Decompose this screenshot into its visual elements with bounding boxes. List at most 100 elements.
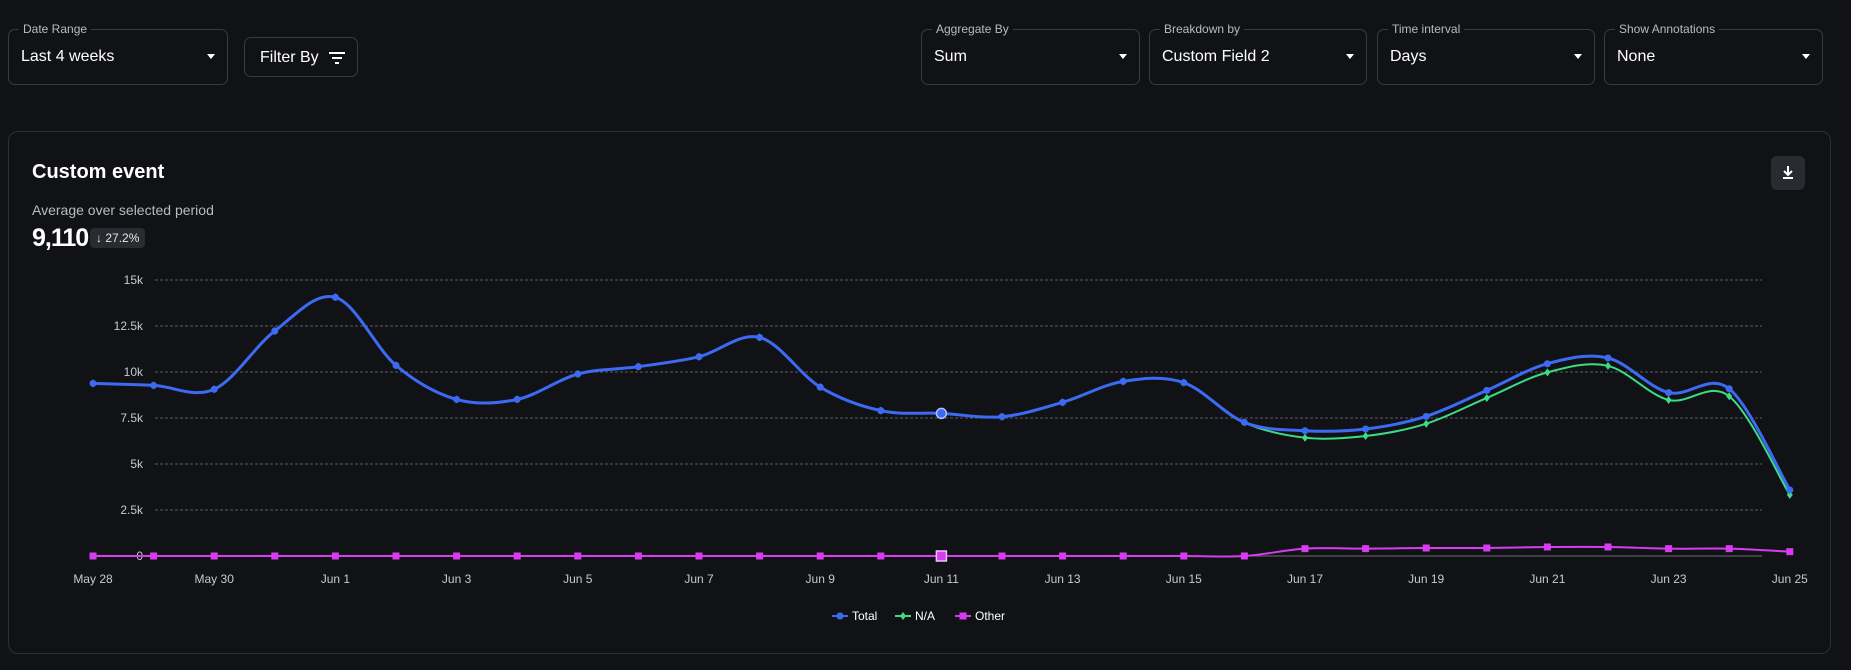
x-tick-label: Jun 19: [1408, 572, 1444, 586]
data-point[interactable]: [816, 552, 824, 560]
data-point[interactable]: [271, 552, 279, 560]
data-point[interactable]: [1059, 552, 1067, 560]
data-point[interactable]: [1362, 432, 1369, 441]
data-point[interactable]: [453, 552, 461, 560]
data-point[interactable]: [1543, 360, 1551, 368]
y-tick-label: 2.5k: [120, 503, 144, 517]
data-point[interactable]: [574, 370, 582, 378]
data-point[interactable]: [756, 333, 764, 341]
data-point[interactable]: [392, 552, 400, 560]
legend-marker: [900, 612, 906, 620]
data-point[interactable]: [1483, 386, 1491, 394]
breakdown-by-select[interactable]: Breakdown by Custom Field 2: [1149, 22, 1367, 85]
legend-item-total[interactable]: Total: [832, 609, 877, 623]
x-tick-label: Jun 1: [321, 572, 351, 586]
data-point[interactable]: [210, 385, 218, 393]
data-point[interactable]: [150, 552, 158, 560]
x-tick-label: May 30: [195, 572, 235, 586]
data-point[interactable]: [1423, 419, 1430, 428]
data-point[interactable]: [1180, 379, 1188, 387]
data-point[interactable]: [877, 407, 885, 415]
data-point[interactable]: [1665, 545, 1673, 553]
data-point[interactable]: [1180, 552, 1188, 560]
data-point[interactable]: [1543, 543, 1551, 551]
data-point[interactable]: [756, 552, 764, 560]
data-point[interactable]: [1786, 486, 1794, 494]
data-point[interactable]: [1422, 544, 1430, 552]
data-point[interactable]: [634, 363, 642, 371]
legend-label: N/A: [915, 609, 935, 623]
data-point[interactable]: [210, 552, 218, 560]
data-point[interactable]: [1483, 393, 1490, 402]
date-range-select[interactable]: Date Range Last 4 weeks: [8, 22, 228, 85]
data-point[interactable]: [513, 395, 521, 403]
show-annotations-label: Show Annotations: [1615, 22, 1720, 36]
data-point[interactable]: [574, 552, 582, 560]
data-point[interactable]: [1665, 395, 1672, 404]
x-tick-label: Jun 9: [806, 572, 836, 586]
data-point[interactable]: [935, 550, 948, 562]
data-point[interactable]: [89, 552, 97, 560]
chevron-down-icon: [1346, 54, 1354, 59]
data-point[interactable]: [271, 327, 279, 335]
data-point[interactable]: [331, 293, 339, 301]
data-point[interactable]: [695, 353, 703, 361]
aggregate-by-value: Sum: [934, 48, 967, 65]
data-point[interactable]: [150, 381, 158, 389]
data-point[interactable]: [1604, 354, 1612, 362]
filter-by-button[interactable]: Filter By: [244, 37, 358, 77]
average-value: 9,110: [32, 224, 89, 252]
data-point[interactable]: [877, 552, 885, 560]
time-interval-value: Days: [1390, 48, 1427, 65]
filter-by-label: Filter By: [260, 49, 319, 66]
data-point[interactable]: [1240, 418, 1248, 426]
data-point[interactable]: [634, 552, 642, 560]
download-button[interactable]: [1771, 156, 1805, 190]
data-point[interactable]: [89, 379, 97, 387]
data-point[interactable]: [392, 361, 400, 369]
data-point[interactable]: [1119, 377, 1127, 385]
legend-item-na[interactable]: N/A: [895, 609, 935, 623]
data-point[interactable]: [1059, 398, 1067, 406]
data-point[interactable]: [1362, 425, 1370, 433]
data-point[interactable]: [1604, 543, 1612, 551]
x-tick-label: Jun 13: [1045, 572, 1081, 586]
data-point[interactable]: [935, 407, 948, 420]
data-point[interactable]: [1665, 389, 1673, 397]
data-point[interactable]: [695, 552, 703, 560]
series-line-total: [92, 294, 1792, 491]
date-range-label: Date Range: [19, 22, 92, 36]
data-point[interactable]: [1362, 545, 1370, 553]
data-point[interactable]: [1119, 552, 1127, 560]
data-point[interactable]: [998, 552, 1006, 560]
data-point[interactable]: [1544, 368, 1551, 377]
x-tick-label: Jun 11: [924, 572, 959, 586]
legend-item-other[interactable]: Other: [955, 609, 1005, 623]
date-range-value: Last 4 weeks: [21, 48, 115, 65]
y-tick-label: 15k: [124, 273, 144, 287]
data-point[interactable]: [331, 552, 339, 560]
data-point[interactable]: [1725, 545, 1733, 553]
data-point[interactable]: [1483, 544, 1491, 552]
data-point[interactable]: [1422, 412, 1430, 420]
data-point[interactable]: [1240, 552, 1248, 560]
data-point[interactable]: [998, 413, 1006, 421]
show-annotations-select[interactable]: Show Annotations None: [1604, 22, 1823, 85]
data-point[interactable]: [513, 552, 521, 560]
aggregate-by-select[interactable]: Aggregate By Sum: [921, 22, 1140, 85]
data-point[interactable]: [816, 383, 824, 391]
data-point[interactable]: [1725, 385, 1733, 393]
data-point[interactable]: [1726, 392, 1733, 401]
data-point[interactable]: [1302, 433, 1308, 442]
data-point[interactable]: [453, 395, 461, 403]
time-interval-label: Time interval: [1388, 22, 1465, 36]
y-tick-label: 10k: [124, 365, 144, 379]
data-point[interactable]: [1301, 427, 1309, 435]
data-point[interactable]: [1786, 548, 1794, 556]
data-point[interactable]: [1605, 361, 1611, 370]
data-point[interactable]: [1301, 545, 1309, 553]
time-interval-select[interactable]: Time interval Days: [1377, 22, 1595, 85]
show-annotations-value: None: [1617, 48, 1656, 65]
x-tick-label: Jun 15: [1166, 572, 1202, 586]
